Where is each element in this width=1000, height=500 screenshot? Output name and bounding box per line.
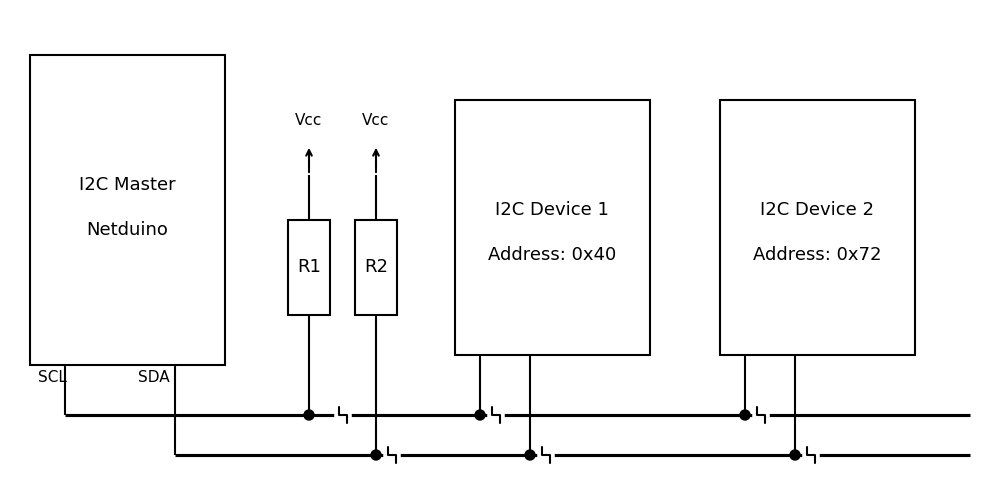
Text: R2: R2 [364, 258, 388, 276]
Bar [355, 220, 397, 315]
Circle shape [371, 450, 381, 460]
Circle shape [304, 410, 314, 420]
Text: Vcc: Vcc [362, 113, 390, 128]
Circle shape [525, 450, 535, 460]
Text: SCL: SCL [38, 370, 67, 386]
Text: R1: R1 [297, 258, 321, 276]
Text: Vcc: Vcc [295, 113, 323, 128]
Text: I2C Device 1: I2C Device 1 [495, 201, 609, 219]
Text: Netduino: Netduino [86, 221, 168, 239]
Bar [288, 220, 330, 315]
Bar [455, 100, 650, 355]
Circle shape [475, 410, 485, 420]
Circle shape [790, 450, 800, 460]
Text: I2C Device 2: I2C Device 2 [760, 201, 874, 219]
Text: SDA: SDA [138, 370, 170, 386]
Text: I2C Master: I2C Master [79, 176, 175, 194]
Text: Address: 0x40: Address: 0x40 [488, 246, 616, 264]
Circle shape [740, 410, 750, 420]
Bar [30, 55, 225, 365]
Bar [720, 100, 915, 355]
Text: Address: 0x72: Address: 0x72 [753, 246, 881, 264]
